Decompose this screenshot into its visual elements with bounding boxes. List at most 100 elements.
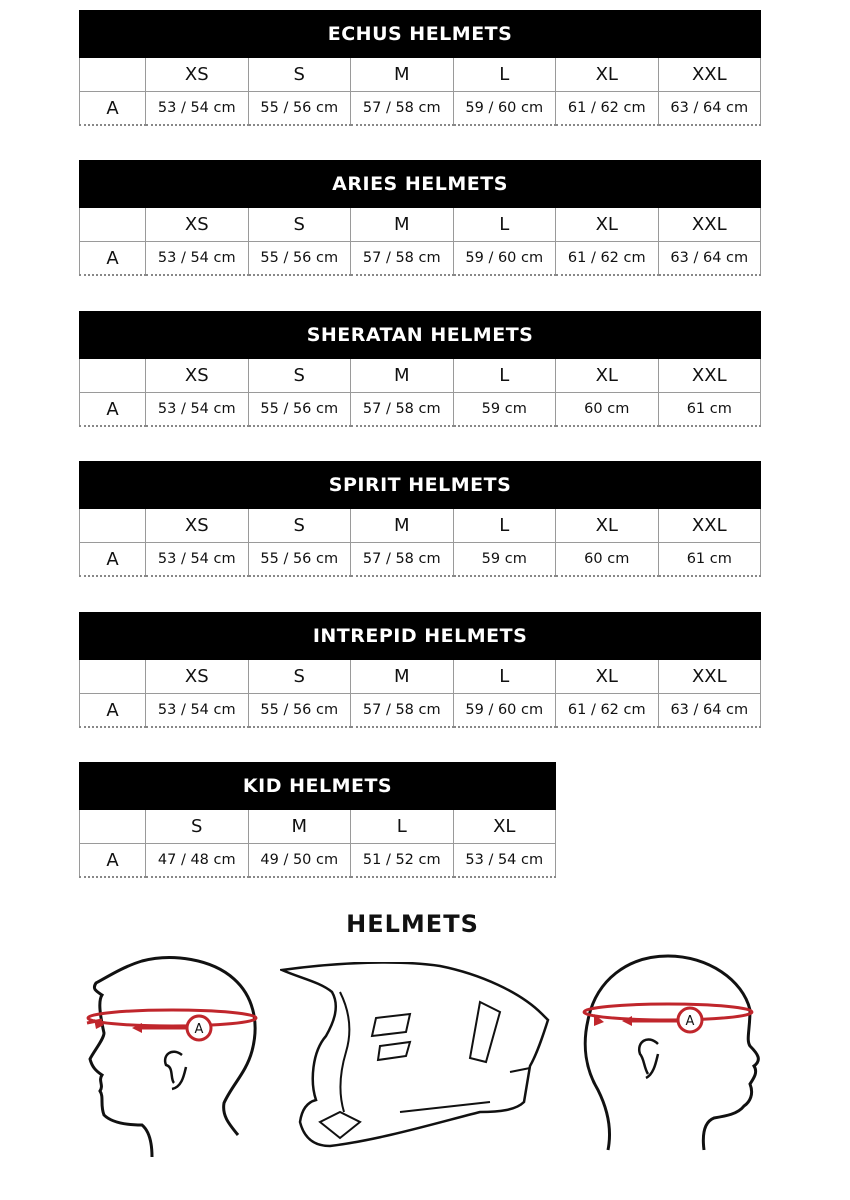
measurement-cell: 55 / 56 cm [247,693,351,728]
measurement-cell: 47 / 48 cm [145,843,249,878]
size-label: M [350,57,454,92]
size-label: L [452,57,556,92]
empty-cell [79,57,146,92]
marker-label-left: A [195,1022,204,1037]
row-label: A [79,693,146,728]
size-label: XXL [657,358,762,393]
measurement-cell: 49 / 50 cm [247,843,351,878]
size-label: XS [145,508,249,543]
measurement-cell: 55 / 56 cm [247,241,351,276]
row-label: A [79,241,146,276]
measurement-cell: 51 / 52 cm [350,843,454,878]
measurement-cell: 53 / 54 cm [145,241,249,276]
size-label: L [452,358,556,393]
table-row: A 53 / 54 cm 55 / 56 cm 57 / 58 cm 59 / 60 c… [79,693,762,728]
size-label: M [350,358,454,393]
measurement-cell: 53 / 54 cm [145,693,249,728]
size-label: S [247,358,351,393]
row-label: A [79,392,146,427]
measurement-cell: 53 / 54 cm [145,542,249,577]
measurement-cell: 60 cm [555,542,659,577]
measurement-cell: 53 / 54 cm [145,91,249,126]
size-label: XXL [657,207,762,242]
size-label: XXL [657,57,762,92]
table-row: A 47 / 48 cm 49 / 50 cm 51 / 52 cm 53 / 54 c… [79,843,557,878]
measurement-cell: 53 / 54 cm [452,843,557,878]
measurement-cell: 61 / 62 cm [555,693,659,728]
size-header-row: XS S M L XL XXL [79,57,762,92]
measurement-cell: 59 cm [452,392,556,427]
size-header-row: XS S M L XL XXL [79,659,762,694]
size-label: XL [452,809,557,844]
head-left-profile-illustration: A [86,956,258,1158]
empty-cell [79,508,146,543]
size-label: S [247,659,351,694]
size-label: L [452,508,556,543]
measurement-cell: 57 / 58 cm [350,91,454,126]
marker-label-right: A [686,1014,695,1029]
empty-cell [79,207,146,242]
measurement-cell: 59 cm [452,542,556,577]
size-table: SHERATAN HELMETS XS S M L XL XXL A 53 / 54 cm 55 … [78,311,762,427]
size-label: XL [555,358,659,393]
measurement-cell: 63 / 64 cm [657,91,762,126]
size-header-row: XS S M L XL XXL [79,207,762,242]
table-row: A 53 / 54 cm 55 / 56 cm 57 / 58 cm 59 cm 60 c… [79,542,762,577]
measurement-cell: 61 / 62 cm [555,241,659,276]
size-table: INTREPID HELMETS XS S M L XL XXL A 53 / 54 cm 55 … [78,612,762,728]
head-right-profile-illustration: A [582,954,760,1151]
measurement-cell: 57 / 58 cm [350,392,454,427]
measurement-cell: 57 / 58 cm [350,693,454,728]
size-label: M [350,659,454,694]
helmet-illustration [280,962,550,1148]
size-table: KID HELMETS S M L XL A 47 / 48 cm 49 / 50 cm 51 … [78,762,557,878]
size-header-row: S M L XL [79,809,557,844]
measurement-cell: 60 cm [555,392,659,427]
size-label: XS [145,659,249,694]
row-label: A [79,843,146,878]
measurement-cell: 63 / 64 cm [657,693,762,728]
table-row: A 53 / 54 cm 55 / 56 cm 57 / 58 cm 59 cm 60 c… [79,392,762,427]
size-label: XL [555,57,659,92]
measurement-cell: 55 / 56 cm [247,542,351,577]
size-label: XS [145,57,249,92]
measurement-cell: 57 / 58 cm [350,241,454,276]
size-label: XS [145,358,249,393]
measurement-cell: 61 cm [657,392,762,427]
measurement-cell: 57 / 58 cm [350,542,454,577]
size-header-row: XS S M L XL XXL [79,358,762,393]
measurement-cell: 59 / 60 cm [452,91,556,126]
size-label: XL [555,508,659,543]
size-label: L [452,659,556,694]
table-title: SHERATAN HELMETS [78,311,762,359]
measurement-cell: 63 / 64 cm [657,241,762,276]
table-title: KID HELMETS [78,762,557,810]
size-label: S [247,508,351,543]
table-title: ECHUS HELMETS [78,10,762,58]
size-label: M [247,809,351,844]
size-table: ECHUS HELMETS XS S M L XL XXL A 53 / 54 cm 55 / 5… [78,10,762,126]
table-title: ARIES HELMETS [78,160,762,208]
size-label: XL [555,659,659,694]
size-label: XL [555,207,659,242]
table-row: A 53 / 54 cm 55 / 56 cm 57 / 58 cm 59 / 60 c… [79,241,762,276]
size-label: S [145,809,249,844]
size-table: SPIRIT HELMETS XS S M L XL XXL A 53 / 54 cm 55 / … [78,461,762,577]
diagram-title: HELMETS [346,910,479,938]
size-label: M [350,508,454,543]
row-label: A [79,91,146,126]
table-title: SPIRIT HELMETS [78,461,762,509]
size-label: S [247,57,351,92]
measurement-cell: 55 / 56 cm [247,91,351,126]
size-label: M [350,207,454,242]
size-label: S [247,207,351,242]
size-label: L [452,207,556,242]
size-label: XS [145,207,249,242]
measurement-cell: 59 / 60 cm [452,241,556,276]
size-label: XXL [657,508,762,543]
size-label: XXL [657,659,762,694]
row-label: A [79,542,146,577]
size-label: L [350,809,454,844]
size-header-row: XS S M L XL XXL [79,508,762,543]
table-title: INTREPID HELMETS [78,612,762,660]
